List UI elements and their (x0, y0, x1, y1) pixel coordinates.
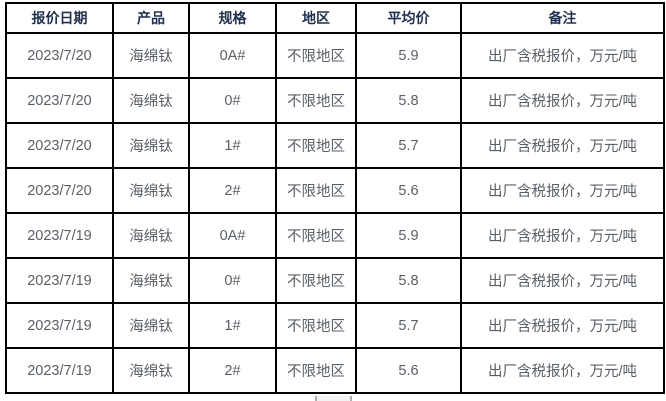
table-cell: 2# (188, 167, 277, 214)
table-cell: 2023/7/20 (5, 167, 114, 214)
table-cell: 5.7 (355, 122, 462, 169)
table-row: 2023/7/20 海绵钛 2# 不限地区 5.6 出厂含税报价，万元/吨 (5, 167, 665, 214)
table-cell: 不限地区 (275, 32, 357, 79)
table-body: 2023/7/20 海绵钛 0A# 不限地区 5.9 出厂含税报价，万元/吨 2023/7/… (5, 32, 665, 394)
table-cell: 1# (188, 302, 277, 349)
column-header: 地区 (275, 2, 357, 34)
column-header: 报价日期 (5, 2, 114, 34)
table-row: 2023/7/19 海绵钛 0A# 不限地区 5.9 出厂含税报价，万元/吨 (5, 212, 665, 259)
table-cell: 0# (188, 77, 277, 124)
table-row: 2023/7/20 海绵钛 0A# 不限地区 5.9 出厂含税报价，万元/吨 (5, 32, 665, 79)
table-cell: 出厂含税报价，万元/吨 (460, 302, 665, 349)
column-header: 备注 (460, 2, 665, 34)
table-cell: 2# (188, 347, 277, 394)
table-cell: 0# (188, 257, 277, 304)
table-cell: 不限地区 (275, 347, 357, 394)
header-row: 报价日期 产品 规格 地区 平均价 备注 (5, 2, 665, 34)
table-cell: 2023/7/19 (5, 302, 114, 349)
table-cell: 海绵钛 (112, 122, 190, 169)
table-header: 报价日期 产品 规格 地区 平均价 备注 (5, 2, 665, 34)
table-cell: 出厂含税报价，万元/吨 (460, 167, 665, 214)
table-cell: 海绵钛 (112, 302, 190, 349)
table-cell: 海绵钛 (112, 347, 190, 394)
table-cell: 5.8 (355, 77, 462, 124)
table-cell: 出厂含税报价，万元/吨 (460, 77, 665, 124)
table-cell: 2023/7/19 (5, 347, 114, 394)
table-cell: 2023/7/20 (5, 122, 114, 169)
table-cell: 2023/7/19 (5, 257, 114, 304)
table-cell: 不限地区 (275, 257, 357, 304)
table-row: 2023/7/20 海绵钛 1# 不限地区 5.7 出厂含税报价，万元/吨 (5, 122, 665, 169)
column-header: 规格 (188, 2, 277, 34)
table-cell: 出厂含税报价，万元/吨 (460, 32, 665, 79)
table-cell: 出厂含税报价，万元/吨 (460, 212, 665, 259)
table-cell: 1# (188, 122, 277, 169)
table-cell: 5.8 (355, 257, 462, 304)
horizontal-scrollbar-thumb[interactable] (315, 396, 352, 401)
table-cell: 2023/7/20 (5, 32, 114, 79)
table-row: 2023/7/19 海绵钛 2# 不限地区 5.6 出厂含税报价，万元/吨 (5, 347, 665, 394)
column-header: 产品 (112, 2, 190, 34)
table-cell: 5.9 (355, 32, 462, 79)
table-cell: 海绵钛 (112, 212, 190, 259)
table-cell: 2023/7/19 (5, 212, 114, 259)
table-row: 2023/7/19 海绵钛 0# 不限地区 5.8 出厂含税报价，万元/吨 (5, 257, 665, 304)
table-cell: 海绵钛 (112, 77, 190, 124)
column-header: 平均价 (355, 2, 462, 34)
table-cell: 出厂含税报价，万元/吨 (460, 257, 665, 304)
table-cell: 0A# (188, 212, 277, 259)
table-cell: 2023/7/20 (5, 77, 114, 124)
table-cell: 不限地区 (275, 212, 357, 259)
table-cell: 5.6 (355, 347, 462, 394)
table-cell: 不限地区 (275, 77, 357, 124)
table-cell: 出厂含税报价，万元/吨 (460, 347, 665, 394)
table-cell: 海绵钛 (112, 167, 190, 214)
table-cell: 海绵钛 (112, 32, 190, 79)
table-cell: 不限地区 (275, 167, 357, 214)
table-cell: 0A# (188, 32, 277, 79)
table-cell: 出厂含税报价，万元/吨 (460, 122, 665, 169)
table-cell: 海绵钛 (112, 257, 190, 304)
table-cell: 5.7 (355, 302, 462, 349)
price-quote-table: 报价日期 产品 规格 地区 平均价 备注 2023/7/20 海绵钛 0A# 不限地区 5.9 出厂… (5, 2, 665, 394)
table-cell: 5.9 (355, 212, 462, 259)
table-row: 2023/7/19 海绵钛 1# 不限地区 5.7 出厂含税报价，万元/吨 (5, 302, 665, 349)
table-cell: 不限地区 (275, 302, 357, 349)
table-cell: 不限地区 (275, 122, 357, 169)
table-cell: 5.6 (355, 167, 462, 214)
table-row: 2023/7/20 海绵钛 0# 不限地区 5.8 出厂含税报价，万元/吨 (5, 77, 665, 124)
